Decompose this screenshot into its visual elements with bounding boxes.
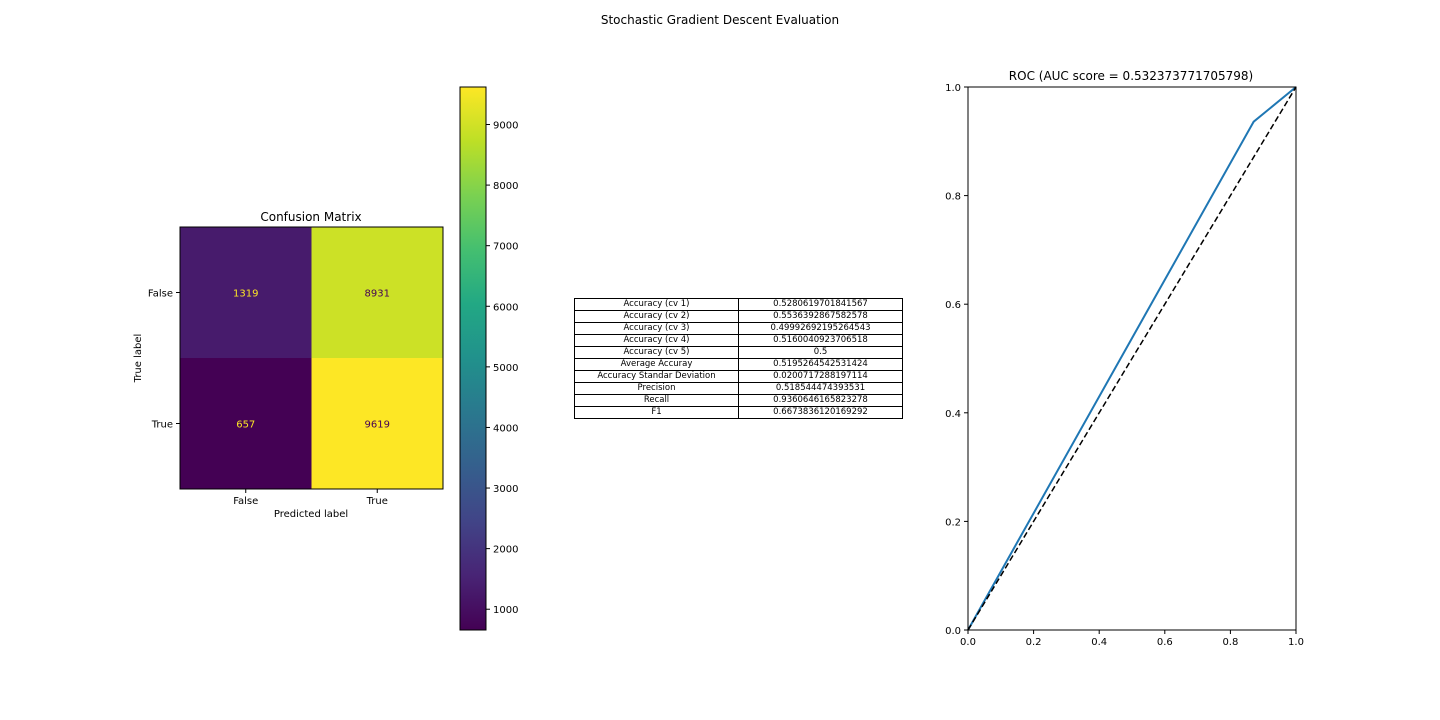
metric-name: Accuracy (cv 2) (574, 310, 739, 323)
roc-y-tick-label: 0.8 (945, 192, 961, 203)
confusion-matrix-xlabel: Predicted label (274, 509, 348, 520)
metric-name: F1 (574, 406, 739, 419)
colorbar-tick-label: 5000 (493, 363, 518, 374)
roc-x-tick-label: 0.6 (1157, 637, 1173, 648)
metric-value: 0.5195264542531424 (738, 358, 903, 371)
metric-value: 0.0200717288197114 (738, 370, 903, 383)
confusion-matrix-cell-value: 9619 (365, 420, 390, 431)
figure-suptitle: Stochastic Gradient Descent Evaluation (601, 13, 839, 27)
colorbar-tick-label: 4000 (493, 423, 518, 434)
confusion-matrix-cell (311, 358, 444, 490)
metric-name: Precision (574, 382, 739, 395)
roc-y-tick-label: 0.0 (945, 626, 961, 637)
confusion-matrix-cell-value: 8931 (365, 289, 390, 300)
y-tick-label: True (151, 420, 173, 431)
metrics-row: Accuracy (cv 4) 0.5160040923706518 (574, 334, 903, 347)
colorbar-tick-label: 9000 (493, 121, 518, 132)
colorbar: 1000 2000 3000 4000 5000 6000 7000 8000 9000 (459, 86, 518, 631)
metrics-row: Accuracy (cv 1) 0.5280619701841567 (574, 298, 903, 311)
metric-name: Accuracy (cv 3) (574, 322, 739, 335)
roc-y-tick-label: 0.2 (945, 517, 961, 528)
metrics-row: Accuracy (cv 2) 0.5536392867582578 (574, 310, 903, 323)
metric-value: 0.5 (738, 346, 903, 359)
roc-title: ROC (AUC score = 0.532373771705798) (1009, 69, 1253, 83)
colorbar-tick-label: 8000 (493, 181, 518, 192)
roc-chance-line (967, 86, 1297, 631)
y-tick-label: False (148, 289, 173, 300)
metrics-table: Accuracy (cv 1) 0.5280619701841567 Accurac… (574, 298, 903, 419)
metrics-row: Accuracy (cv 5) 0.5 (574, 346, 903, 359)
colorbar-ticks: 1000 2000 3000 4000 5000 6000 7000 8000 9000 (486, 121, 518, 616)
roc-y-tick-label: 1.0 (945, 83, 961, 94)
confusion-matrix-ylabel: True label (133, 334, 144, 384)
metric-value: 0.9360646165823278 (738, 394, 903, 407)
metric-name: Accuracy Standar Deviation (574, 370, 739, 383)
metric-value: 0.49992692195264543 (738, 322, 903, 335)
roc-y-tick-label: 0.6 (945, 300, 961, 311)
metrics-row: Recall 0.9360646165823278 (574, 394, 903, 407)
metrics-row: Accuracy (cv 3) 0.49992692195264543 (574, 322, 903, 335)
colorbar-tick-label: 6000 (493, 302, 518, 313)
metrics-row: Average Accuray 0.5195264542531424 (574, 358, 903, 371)
colorbar-gradient (459, 86, 487, 631)
confusion-matrix-frame (179, 226, 444, 490)
metric-value: 0.6673836120169292 (738, 406, 903, 419)
roc-lines (967, 86, 1297, 631)
confusion-matrix-cell (180, 227, 312, 359)
metric-name: Accuracy (cv 4) (574, 334, 739, 347)
confusion-matrix-cell-value: 1319 (233, 289, 258, 300)
roc-frame (967, 86, 1297, 631)
metrics-row: F1 0.6673836120169292 (574, 406, 903, 419)
metrics-row: Accuracy Standar Deviation 0.020071728819… (574, 370, 903, 383)
metric-name: Recall (574, 394, 739, 407)
confusion-matrix-title: Confusion Matrix (260, 210, 361, 224)
roc-x-tick-label: 0.2 (1026, 637, 1042, 648)
confusion-matrix-axes: False True False True (148, 289, 388, 508)
roc-curve (967, 86, 1297, 631)
metrics-row: Precision 0.518544474393531 (574, 382, 903, 395)
roc-axes: 0.0 0.2 0.4 0.6 0.8 1.0 0.0 0.2 0.4 0.6 0.8 1.0 (945, 83, 1304, 648)
roc-x-tick-label: 0.0 (960, 637, 976, 648)
roc-x-tick-label: 1.0 (1288, 637, 1304, 648)
colorbar-tick-label: 2000 (493, 545, 518, 556)
metric-name: Accuracy (cv 5) (574, 346, 739, 359)
confusion-matrix-cell-value: 657 (236, 420, 255, 431)
confusion-matrix-cell (311, 227, 444, 359)
colorbar-tick-label: 7000 (493, 242, 518, 253)
confusion-matrix-cell (180, 358, 312, 490)
roc-x-tick-label: 0.8 (1222, 637, 1238, 648)
colorbar-tick-label: 3000 (493, 484, 518, 495)
roc-x-tick-label: 0.4 (1091, 637, 1107, 648)
confusion-matrix-panel: Confusion Matrix 1319 8931 657 9619 False Tr… (133, 210, 444, 520)
metric-name: Accuracy (cv 1) (574, 298, 739, 311)
roc-y-tick-label: 0.4 (945, 409, 961, 420)
confusion-matrix-cells: 1319 8931 657 9619 (180, 227, 444, 490)
metric-value: 0.5536392867582578 (738, 310, 903, 323)
roc-panel: ROC (AUC score = 0.532373771705798) 0.0 0… (945, 69, 1304, 648)
colorbar-tick-label: 1000 (493, 605, 518, 616)
metric-value: 0.5160040923706518 (738, 334, 903, 347)
metric-value: 0.5280619701841567 (738, 298, 903, 311)
x-tick-label: False (233, 496, 258, 507)
metric-name: Average Accuray (574, 358, 739, 371)
x-tick-label: True (366, 496, 388, 507)
metric-value: 0.518544474393531 (738, 382, 903, 395)
